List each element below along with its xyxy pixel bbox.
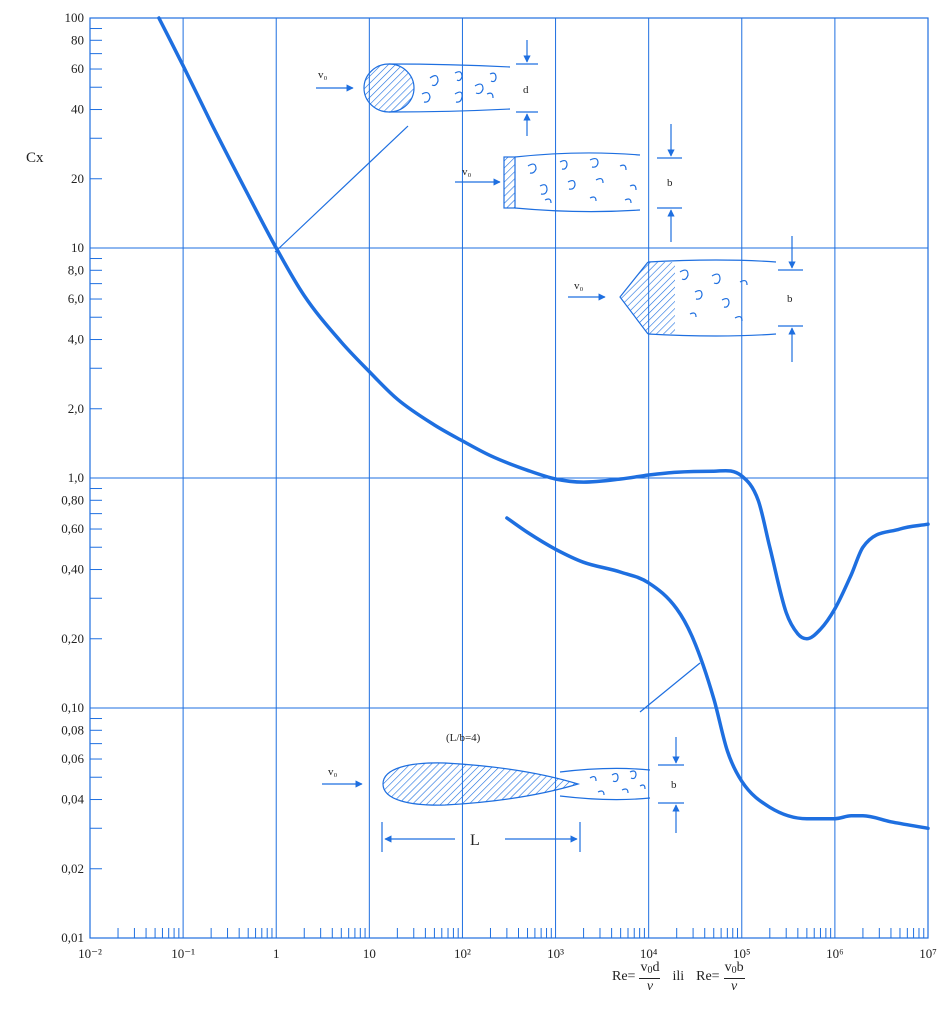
y-tick-label: 20 <box>71 171 84 186</box>
y-tick-label: 0,20 <box>61 631 84 646</box>
v-symbol: v <box>724 960 732 975</box>
cylinder-d-label: d <box>523 84 529 96</box>
y-tick-label: 0,08 <box>61 722 84 737</box>
fraction-v0d-over-nu: v0d ν <box>639 960 661 994</box>
y-tick-label: 6,0 <box>68 291 84 306</box>
x-tick-label: 10⁴ <box>640 946 658 961</box>
y-tick-label: 8,0 <box>68 262 84 277</box>
x-tick-label: 10³ <box>547 946 564 961</box>
cylinder-diagram: v₀ d <box>274 40 538 253</box>
x-tick-label: 10⁻² <box>78 946 102 961</box>
d-symbol: d <box>652 960 660 975</box>
y-tick-label: 0,04 <box>61 792 84 807</box>
y-tick-label: 0,06 <box>61 751 84 766</box>
y-tick-label: 4,0 <box>68 332 84 347</box>
series-line-1 <box>157 16 930 641</box>
plate-velocity-label: v₀ <box>462 166 472 178</box>
x-axis-formula: Re= v0d ν ili Re= v0b ν <box>612 960 749 994</box>
zero-subscript: 0 <box>647 965 653 976</box>
series <box>157 16 930 831</box>
streamlined-body-diagram: (L/b=4) v₀ b L <box>322 662 701 852</box>
plate-b-label: b <box>667 177 673 189</box>
x-tick-label: 10⁵ <box>733 946 751 961</box>
ili-text: ili <box>672 969 685 984</box>
x-tick-label: 10⁷ <box>919 946 937 961</box>
y-tick-label: 100 <box>65 10 85 25</box>
nu-symbol: ν <box>730 979 738 994</box>
y-axis-label: Cx <box>26 150 44 166</box>
y-tick-label: 0,60 <box>61 521 84 536</box>
x-tick-label: 1 <box>273 946 280 961</box>
x-tick-label: 10² <box>454 946 471 961</box>
y-tick-label: 10 <box>71 240 84 255</box>
x-tick-label: 10 <box>363 946 376 961</box>
v-symbol: v <box>640 960 648 975</box>
x-tick-label: 10⁶ <box>826 946 844 961</box>
grid <box>89 17 929 939</box>
tick-labels: 10⁻² 10⁻¹ 1 10 10² 10³ 10⁴ 10⁵ 10⁶ 10⁷ 100 80 60 40 20… <box>61 10 937 961</box>
zero-subscript: 0 <box>731 965 737 976</box>
nu-symbol: ν <box>646 979 654 994</box>
plot-frame <box>89 17 929 939</box>
axes <box>89 17 929 939</box>
airfoil-velocity-label: v₀ <box>328 766 338 778</box>
wedge-velocity-label: v₀ <box>574 280 584 292</box>
series-line-2 <box>505 516 930 831</box>
y-tick-label: 2,0 <box>68 401 84 416</box>
y-tick-label: 40 <box>71 102 84 117</box>
ratio-label: (L/b=4) <box>446 732 481 744</box>
re-label-b: Re= <box>696 969 720 984</box>
x-tick-label: 10⁻¹ <box>171 946 195 961</box>
y-tick-label: 0,10 <box>61 700 84 715</box>
fraction-v0b-over-nu: v0b ν <box>723 960 745 994</box>
airfoil-b-label: b <box>671 779 677 791</box>
y-tick-label: 0,80 <box>61 492 84 507</box>
y-tick-label: 60 <box>71 61 84 76</box>
y-tick-label: 0,40 <box>61 562 84 577</box>
y-tick-label: 0,02 <box>61 861 84 876</box>
y-tick-label: 80 <box>71 32 84 47</box>
y-tick-label: 1,0 <box>68 470 84 485</box>
b-symbol: b <box>736 960 744 975</box>
y-tick-label: 0,01 <box>61 930 84 945</box>
flat-plate-diagram: v₀ b <box>455 124 682 242</box>
cylinder-velocity-label: v₀ <box>318 69 328 81</box>
length-L-label: L <box>470 832 480 849</box>
wedge-diagram: v₀ b <box>568 236 803 362</box>
wedge-b-label: b <box>787 293 793 305</box>
re-label-d: Re= <box>612 969 636 984</box>
